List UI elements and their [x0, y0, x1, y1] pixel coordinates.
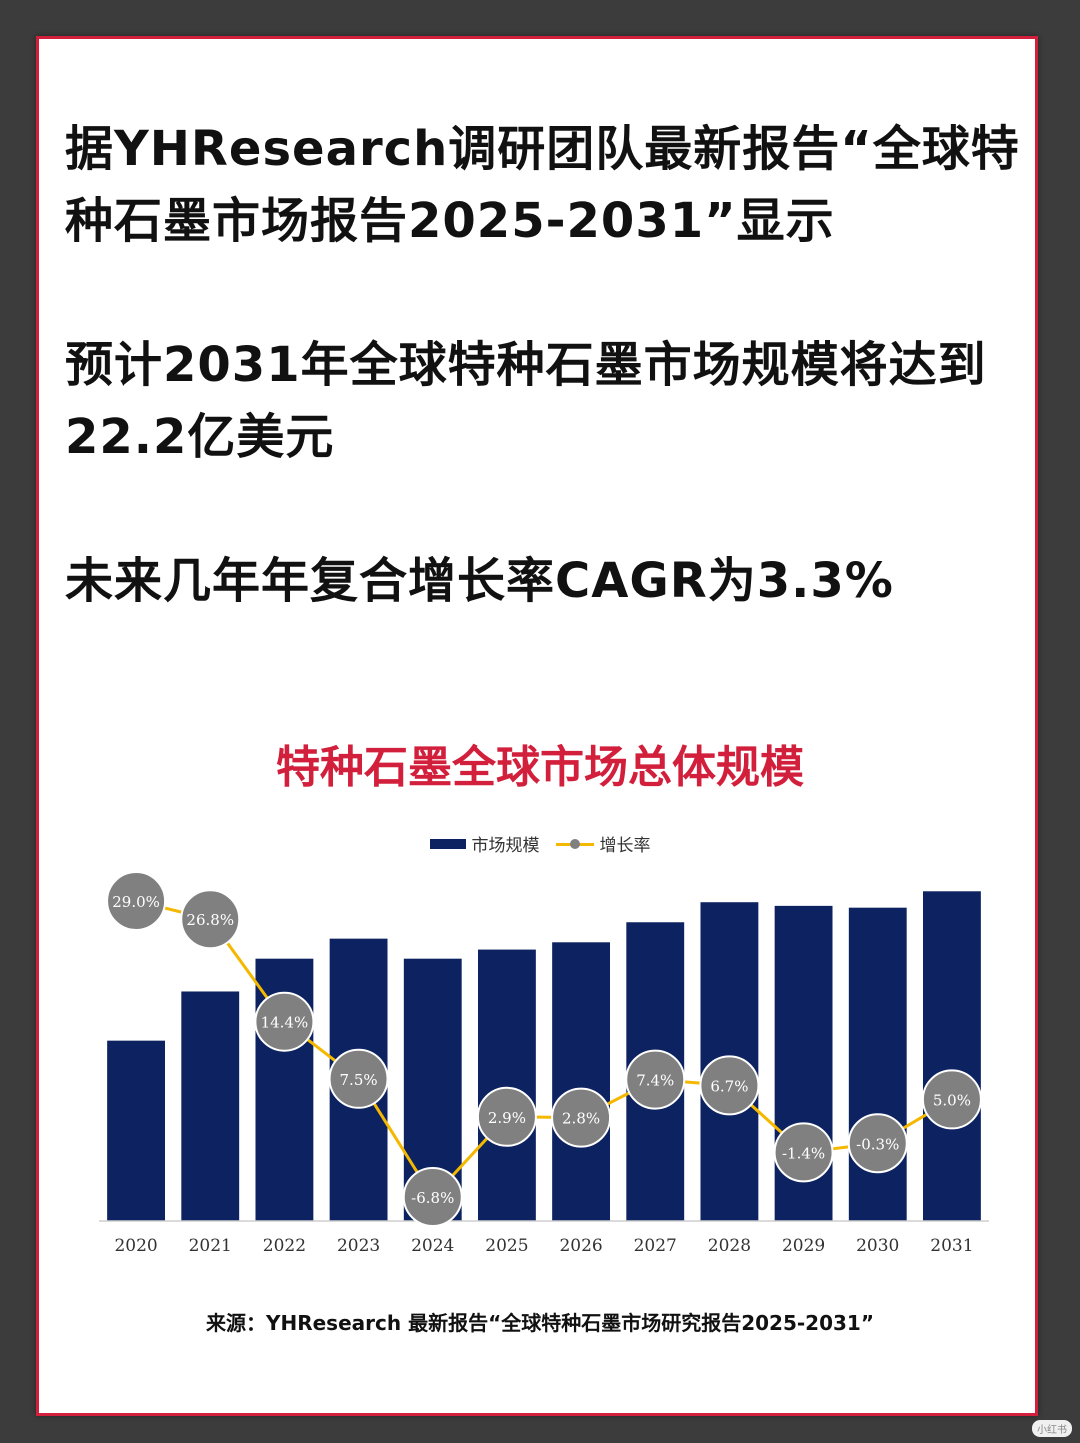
growth-label-2024: -6.8% — [411, 1189, 454, 1207]
x-tick-label: 2020 — [114, 1236, 157, 1256]
growth-marker-2022 — [254, 991, 315, 1052]
growth-marker-2021 — [180, 889, 241, 950]
growth-marker-2026 — [551, 1087, 612, 1148]
growth-label-2023: 7.5% — [340, 1071, 378, 1089]
legend-item-growth-rate: 增长率 — [555, 831, 651, 856]
legend-label-market-size: 市场规模 — [471, 836, 540, 856]
growth-marker-2024 — [402, 1167, 463, 1227]
bar-2030 — [848, 907, 907, 1221]
growth-marker-2031 — [921, 1069, 982, 1130]
growth-label-2029: -1.4% — [782, 1144, 825, 1162]
growth-label-2021: 26.8% — [186, 911, 234, 929]
x-tick-label: 2024 — [411, 1236, 454, 1256]
bar-2026 — [552, 942, 611, 1221]
x-tick-label: 2030 — [856, 1236, 899, 1256]
bar-2021 — [181, 991, 240, 1221]
bar-2020 — [107, 1040, 166, 1221]
growth-marker-2029 — [773, 1122, 834, 1183]
growth-label-2025: 2.9% — [488, 1109, 526, 1127]
growth-label-2031: 5.0% — [933, 1091, 971, 1109]
growth-marker-2030 — [847, 1113, 908, 1174]
x-tick-label: 2026 — [559, 1236, 602, 1256]
growth-label-2022: 14.4% — [261, 1014, 309, 1032]
x-tick-label: 2031 — [930, 1236, 973, 1256]
watermark-logo: 小红书 — [1032, 1420, 1072, 1437]
x-tick-label: 2023 — [337, 1236, 380, 1256]
growth-marker-2028 — [699, 1055, 760, 1116]
growth-marker-2020 — [106, 871, 167, 931]
headline-cagr: 未来几年年复合增长率CAGR为3.3% — [65, 553, 894, 609]
bar-2025 — [477, 949, 536, 1221]
chart-canvas: 2020 2021 2022 2023 2024 2025 2026 2027 2028 2029… — [99, 871, 989, 1256]
growth-marker-2025 — [476, 1086, 537, 1147]
growth-label-2027: 7.4% — [636, 1072, 674, 1090]
chart-title: 特种石墨全球市场总体规模 — [276, 742, 804, 793]
x-tick-label: 2021 — [189, 1236, 232, 1256]
growth-marker-2027 — [625, 1049, 686, 1110]
legend-line-swatch — [555, 838, 594, 850]
x-tick-label: 2028 — [708, 1236, 751, 1256]
x-tick-label: 2027 — [634, 1236, 677, 1256]
growth-label-2030: -0.3% — [856, 1135, 899, 1153]
legend-label-growth-rate: 增长率 — [599, 836, 651, 856]
source-note: 来源：YHResearch 最新报告“全球特种石墨市场研究报告2025-2031… — [206, 1311, 874, 1335]
headline-forecast: 预计2031年全球特种石墨市场规模将达到22.2亿美元 — [65, 337, 987, 465]
bar-2031 — [922, 891, 981, 1221]
growth-label-2026: 2.8% — [562, 1110, 600, 1128]
legend-item-market-size: 市场规模 — [429, 831, 540, 856]
x-tick-label: 2022 — [263, 1236, 306, 1256]
growth-marker-2023 — [328, 1048, 389, 1109]
content-card: 据YHResearch调研团队最新报告“全球特种石墨市场报告2025-2031”… — [36, 36, 1038, 1416]
chart-legend: 市场规模 增长率 — [39, 831, 1041, 856]
growth-label-2028: 6.7% — [710, 1077, 748, 1095]
headline-report: 据YHResearch调研团队最新报告“全球特种石墨市场报告2025-2031”… — [65, 121, 1020, 249]
x-tick-label: 2029 — [782, 1236, 825, 1256]
x-tick-label: 2025 — [485, 1236, 528, 1256]
legend-bar-swatch — [429, 838, 466, 849]
growth-label-2020: 29.0% — [112, 893, 160, 911]
